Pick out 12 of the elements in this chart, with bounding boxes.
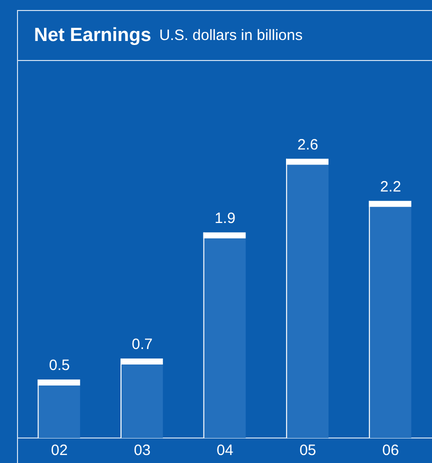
x-tick-label: 02 [51, 442, 68, 460]
data-label: 2.6 [297, 136, 318, 154]
x-tick-label: 03 [134, 442, 151, 460]
data-label: 1.9 [214, 210, 236, 228]
chart-subtitle: U.S. dollars in billions [159, 27, 303, 44]
data-label: 0.5 [48, 357, 70, 374]
chart-title: Net Earnings [34, 24, 152, 46]
x-tick-label: 06 [382, 442, 399, 460]
data-label: 2.2 [380, 178, 402, 196]
data-label: 0.7 [132, 336, 153, 354]
x-tick-label: 04 [216, 442, 234, 460]
x-tick-label: 05 [299, 442, 316, 460]
